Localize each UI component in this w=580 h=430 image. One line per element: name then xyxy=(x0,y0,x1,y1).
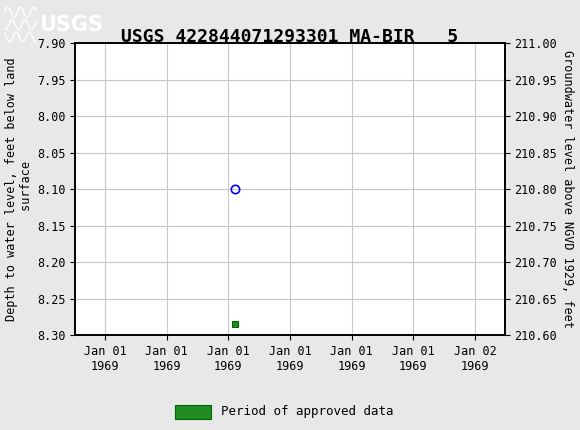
Text: Period of approved data: Period of approved data xyxy=(221,405,394,418)
Y-axis label: Depth to water level, feet below land
 surface: Depth to water level, feet below land su… xyxy=(5,57,33,321)
Text: USGS: USGS xyxy=(39,15,103,35)
Y-axis label: Groundwater level above NGVD 1929, feet: Groundwater level above NGVD 1929, feet xyxy=(561,50,574,328)
FancyBboxPatch shape xyxy=(175,405,211,418)
Text: USGS 422844071293301 MA-BIR   5: USGS 422844071293301 MA-BIR 5 xyxy=(121,28,459,46)
